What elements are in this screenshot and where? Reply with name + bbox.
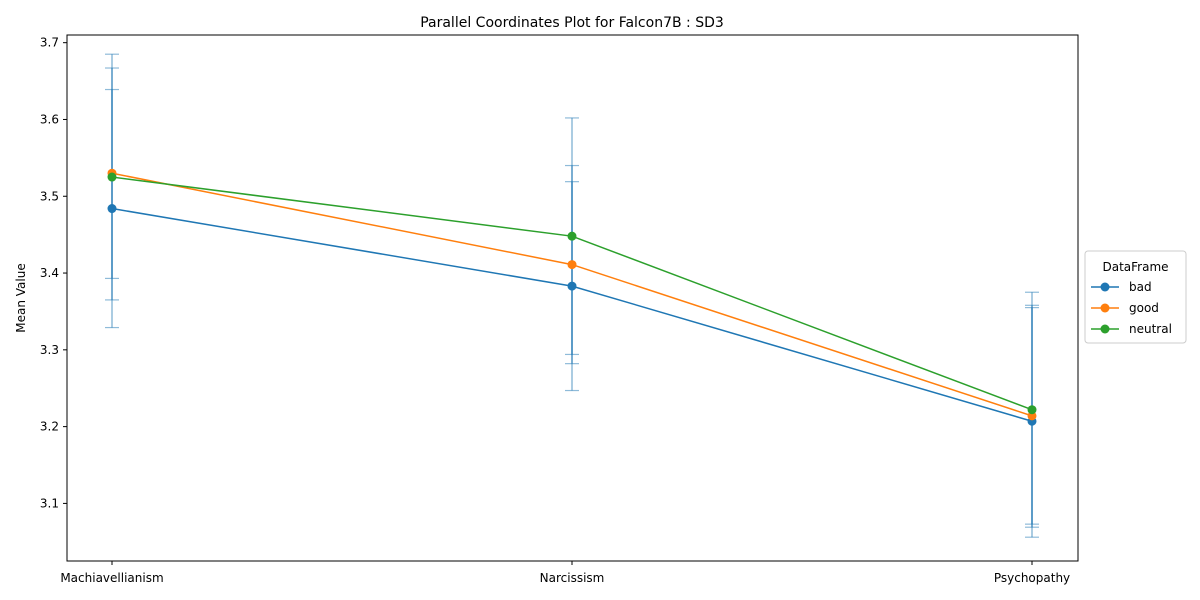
- legend-marker-good: [1100, 303, 1110, 313]
- legend-marker-bad: [1100, 282, 1110, 292]
- data-point-neutral: [567, 231, 577, 241]
- legend-label-bad: bad: [1129, 280, 1152, 294]
- x-tick-label: Machiavellianism: [60, 571, 163, 585]
- data-point-bad: [567, 281, 577, 291]
- y-tick-label: 3.2: [40, 420, 59, 434]
- plot-area: 3.1 3.2 3.3 3.4 3.5 3.6 3.7 Machiavellianism Nar…: [40, 34, 1079, 585]
- legend-label-neutral: neutral: [1129, 322, 1172, 336]
- y-axis-label: Mean Value: [14, 263, 28, 332]
- y-tick-label: 3.1: [40, 496, 59, 510]
- data-point-neutral: [1027, 405, 1037, 415]
- y-tick-label: 3.5: [40, 189, 59, 203]
- legend-title: DataFrame: [1102, 260, 1168, 274]
- chart-title: Parallel Coordinates Plot for Falcon7B :…: [420, 15, 724, 31]
- legend-label-good: good: [1129, 301, 1159, 315]
- y-tick-label: 3.7: [40, 36, 59, 50]
- data-point-good: [567, 260, 577, 270]
- legend: DataFrame bad good neutral: [1084, 250, 1187, 344]
- data-point-bad: [107, 204, 117, 214]
- legend-box: [1084, 250, 1187, 344]
- x-tick-label: Psychopathy: [994, 571, 1070, 585]
- y-tick-label: 3.3: [40, 343, 59, 357]
- y-tick-label: 3.4: [40, 266, 59, 280]
- legend-marker-neutral: [1100, 324, 1110, 334]
- x-tick-label: Narcissism: [540, 571, 605, 585]
- data-point-neutral: [107, 172, 117, 182]
- y-tick-label: 3.6: [40, 112, 59, 126]
